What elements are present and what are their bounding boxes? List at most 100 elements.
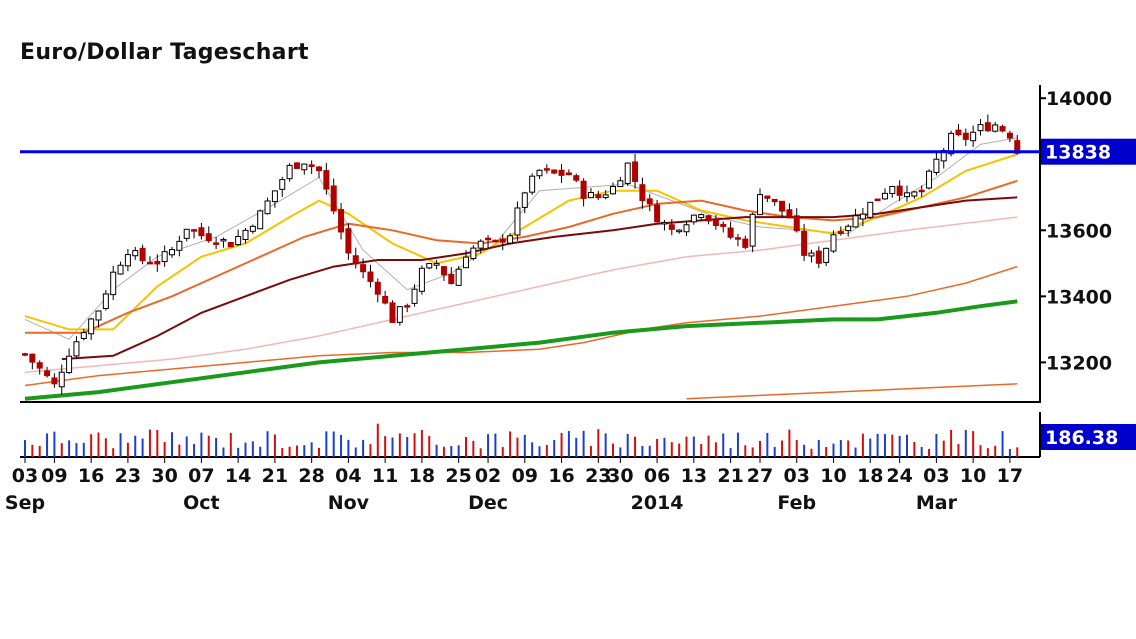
candle-body [955,129,962,136]
candle-body [801,230,808,256]
candle-body [933,158,940,174]
candle-body [198,227,205,237]
candle-body [316,166,322,172]
moving-average-line [61,196,1018,361]
price-ticks: 13200 13400 13600 14000 [1040,88,1112,374]
resistance-line-group: 13838 [20,138,1136,165]
price-tick-label: 13400 [1046,286,1112,308]
candle-body [948,132,955,155]
date-tick-label: 30 [151,465,177,487]
candle-body [345,228,352,254]
candle-body [58,371,65,388]
candle-body [757,194,763,216]
candle-body [514,207,521,236]
candle-body [455,268,462,286]
candle-body [558,169,565,176]
candle-body [485,237,492,241]
candle-body [161,251,168,263]
candle-body [661,221,668,225]
candle-body [271,190,278,203]
candle-body [823,247,830,263]
candle-body [999,126,1006,132]
moving-average-line [24,299,1018,401]
candle-body [264,200,271,215]
candle-body [749,213,756,247]
moving-average-line [24,137,1018,340]
price-tick-label: 14000 [1046,88,1112,110]
date-tick-label: 25 [445,465,471,487]
date-tick-label: 07 [188,465,214,487]
candle-body [124,254,131,267]
candle-body [970,131,977,142]
month-label: Oct [183,492,220,514]
candle-body [301,163,308,171]
date-tick-label: 09 [41,465,67,487]
candle-body [793,215,800,232]
candle-body [286,164,293,180]
candle-body [279,179,286,190]
candle-body [426,263,433,269]
candle-body [712,218,719,227]
candle-body [786,209,793,219]
candle-body [727,227,734,238]
month-label: 2014 [631,492,684,514]
date-tick-label: 06 [644,465,670,487]
candle-body [742,238,749,248]
candle-body [874,198,881,202]
candle-body [984,122,991,132]
candle-body [639,184,646,202]
candle-body [904,192,910,198]
candle-body [543,168,550,171]
date-tick-label: 04 [335,465,361,487]
candle-body [610,186,616,195]
candle-body [73,341,80,357]
candle-body [51,377,58,385]
candle-body [867,201,874,218]
candle-body [492,239,499,243]
candle-body [720,223,727,227]
date-tick-label: 21 [717,465,743,487]
date-tick-label: 16 [78,465,104,487]
candle-body [360,264,367,273]
candle-body [396,306,403,323]
candle-body [632,161,639,182]
date-tick-label: 27 [747,465,773,487]
moving-average-line [25,179,1018,334]
candle-body [95,310,102,321]
candle-body [102,293,109,309]
candle-body [918,189,925,193]
candle-body [330,185,337,212]
date-tick-label: 23 [585,465,611,487]
candle-body [565,172,572,176]
candle-body [580,180,587,199]
candle-body [779,200,786,212]
candle-body [683,224,690,233]
candle-body [293,162,300,169]
volume-bars: 186.38 [24,423,1136,457]
candle-body [624,162,631,184]
candle-body [896,185,903,196]
candle-body [845,225,852,232]
candle-body [139,247,146,262]
date-tick-label: 16 [548,465,574,487]
date-tick-label: 30 [607,465,633,487]
price-tick-label: 13600 [1046,220,1112,242]
candle-body [808,252,815,257]
date-tick-label: 03 [784,465,810,487]
candle-body [29,353,36,363]
candle-body [80,332,87,340]
candle-body [499,238,506,243]
candle-body [529,175,536,193]
candle-body [587,192,594,199]
candle-body [227,241,234,248]
month-label: Sep [5,492,45,514]
candle-body [433,262,440,266]
date-tick-label: 03 [12,465,38,487]
candle-body [551,169,558,174]
date-tick-label: 21 [262,465,288,487]
candle-body [705,215,712,222]
candle-body [176,240,183,251]
candle-body [992,124,999,132]
candle-body [117,264,124,275]
